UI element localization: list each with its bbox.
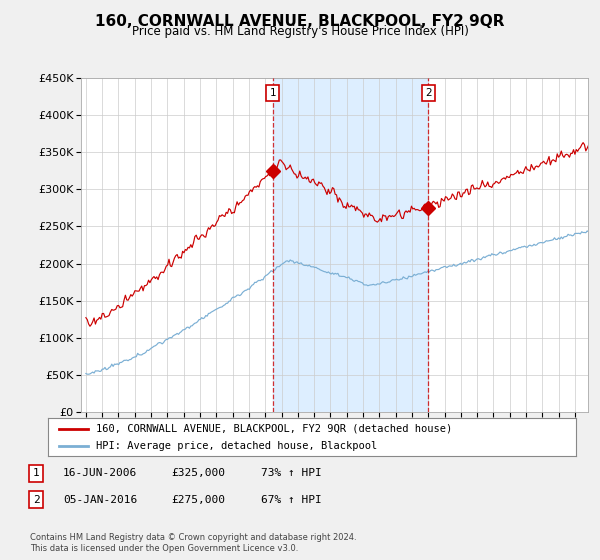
- Text: 05-JAN-2016: 05-JAN-2016: [63, 494, 137, 505]
- Text: 2: 2: [425, 88, 431, 98]
- Text: 67% ↑ HPI: 67% ↑ HPI: [261, 494, 322, 505]
- Text: 2: 2: [32, 494, 40, 505]
- Text: 73% ↑ HPI: 73% ↑ HPI: [261, 468, 322, 478]
- Text: Contains HM Land Registry data © Crown copyright and database right 2024.
This d: Contains HM Land Registry data © Crown c…: [30, 533, 356, 553]
- Text: £275,000: £275,000: [171, 494, 225, 505]
- Text: 16-JUN-2006: 16-JUN-2006: [63, 468, 137, 478]
- Bar: [272, 78, 428, 412]
- Text: £325,000: £325,000: [171, 468, 225, 478]
- Text: Price paid vs. HM Land Registry's House Price Index (HPI): Price paid vs. HM Land Registry's House …: [131, 25, 469, 38]
- Text: 160, CORNWALL AVENUE, BLACKPOOL, FY2 9QR: 160, CORNWALL AVENUE, BLACKPOOL, FY2 9QR: [95, 14, 505, 29]
- Text: 1: 1: [32, 468, 40, 478]
- Text: HPI: Average price, detached house, Blackpool: HPI: Average price, detached house, Blac…: [95, 441, 377, 451]
- Text: 1: 1: [269, 88, 276, 98]
- Text: 160, CORNWALL AVENUE, BLACKPOOL, FY2 9QR (detached house): 160, CORNWALL AVENUE, BLACKPOOL, FY2 9QR…: [95, 423, 452, 433]
